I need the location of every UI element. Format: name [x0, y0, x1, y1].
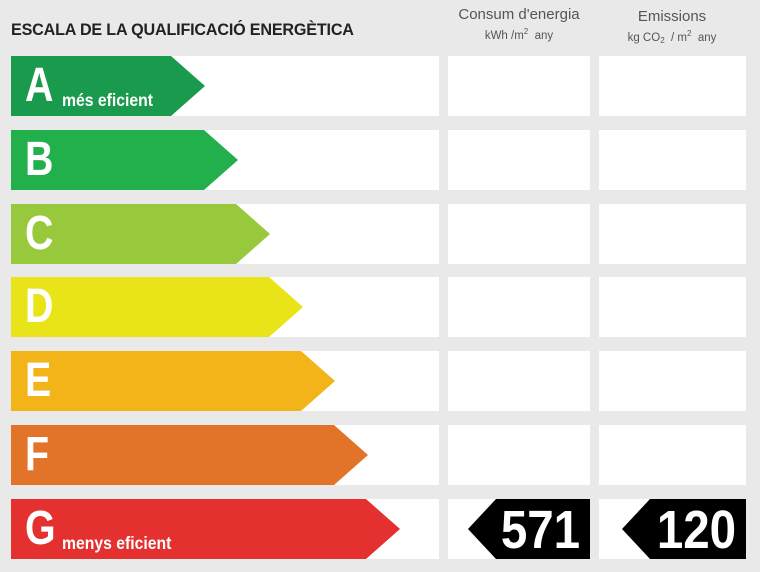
rating-arrow-c: C — [11, 204, 270, 264]
consum-cell-a — [448, 56, 590, 116]
rating-letter: D — [25, 280, 54, 333]
rating-arrow-e: E — [11, 351, 335, 411]
rating-sublabel: més eficient — [62, 90, 154, 110]
rating-value: 120 — [656, 500, 736, 560]
consum-cell-d — [448, 277, 590, 337]
consum-rating-tag: 571 — [468, 499, 590, 559]
emissions-header-label: Emissions — [637, 8, 707, 25]
rating-value: 571 — [500, 500, 580, 560]
consum-cell-e — [448, 351, 590, 411]
rating-arrow-b: B — [11, 130, 238, 190]
rating-letter: F — [25, 428, 50, 481]
consum-cell-b — [448, 130, 590, 190]
rating-letter: B — [25, 133, 54, 186]
emissions-header-unit: kg CO2 / m2 any — [627, 29, 717, 45]
rating-arrow-d: D — [11, 277, 303, 337]
emissions-cell-e — [599, 351, 746, 411]
emissions-cell-d — [599, 277, 746, 337]
emissions-cell-c — [599, 204, 746, 264]
rating-letter: G — [25, 502, 56, 555]
consum-cell-f — [448, 425, 590, 485]
consum-header-unit: kWh /m2 any — [484, 27, 554, 42]
rating-letter: C — [25, 207, 54, 260]
emissions-cell-a — [599, 56, 746, 116]
consum-cell-c — [448, 204, 590, 264]
rating-sublabel: menys eficient — [62, 533, 172, 553]
emissions-cell-f — [599, 425, 746, 485]
rating-arrow-f: F — [11, 425, 368, 485]
rating-letter: E — [25, 354, 52, 407]
emissions-cell-b — [599, 130, 746, 190]
emissions-header: Emissions kg CO2 / m2 any — [598, 8, 746, 49]
emissions-rating-tag: 120 — [622, 499, 746, 559]
rating-letter: A — [25, 59, 54, 112]
consum-header: Consum d'energia kWh /m2 any — [448, 6, 590, 44]
chart-title: ESCALA DE LA QUALIFICACIÓ ENERGÈTICA — [11, 20, 354, 39]
consum-header-label: Consum d'energia — [458, 6, 580, 23]
